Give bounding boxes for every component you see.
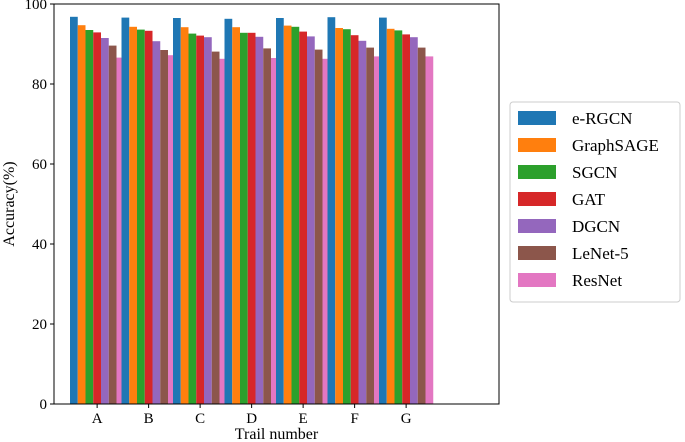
bar-C-resnet: [219, 58, 228, 405]
bar-C-gat: [196, 35, 204, 404]
bars-layer: [70, 16, 434, 405]
y-tick-label: 20: [32, 317, 47, 333]
bar-E-sgcn: [291, 26, 300, 405]
bar-F-dgcn: [358, 40, 367, 405]
bar-F-graphsage: [335, 28, 343, 404]
bar-G-graphsage: [386, 28, 395, 405]
x-tick-label: A: [92, 411, 103, 427]
y-tick-label: 80: [32, 77, 47, 93]
bar-F-sgcn: [343, 29, 351, 404]
legend-label: SGCN: [572, 163, 617, 182]
bar-B-gat: [144, 30, 153, 405]
x-tick-label: D: [246, 411, 257, 427]
bar-E-graphsage: [283, 25, 292, 404]
bar-D-sgcn: [240, 32, 248, 405]
bar-D-graphsage: [232, 27, 240, 404]
bar-A-graphsage: [77, 25, 86, 404]
bar-D-resnet: [271, 58, 279, 404]
x-tick-label: C: [195, 411, 205, 427]
x-tick-label: E: [299, 411, 308, 427]
x-axis-title: Trail number: [235, 426, 319, 442]
legend-label: ResNet: [572, 271, 622, 290]
legend-label: GAT: [572, 190, 606, 209]
y-tick-label: 0: [40, 397, 48, 413]
bar-C-sgcn: [188, 33, 197, 404]
y-axis: 0 20 40 60 80 100: [25, 0, 54, 413]
bar-B-resnet: [168, 55, 176, 404]
bar-D-lenet-5: [263, 48, 271, 405]
bar-G-e-rgcn: [379, 17, 387, 404]
bar-E-lenet-5: [314, 49, 323, 404]
bar-D-dgcn: [255, 36, 264, 405]
bar-G-lenet-5: [417, 47, 426, 404]
y-tick-label: 100: [25, 0, 48, 13]
y-axis-title: Accuracy(%): [1, 161, 18, 246]
legend-label: DGCN: [572, 217, 620, 236]
bar-E-e-rgcn: [276, 18, 284, 404]
bar-A-sgcn: [85, 30, 94, 404]
bar-G-dgcn: [410, 37, 418, 404]
bar-D-gat: [247, 32, 256, 405]
bar-C-e-rgcn: [173, 18, 181, 404]
legend-swatch: [518, 246, 556, 260]
bar-F-resnet: [374, 56, 382, 405]
bar-D-e-rgcn: [224, 18, 233, 405]
legend-label: e-RGCN: [572, 109, 632, 128]
legend: e-RGCN GraphSAGE SGCN GAT DGCN LeNet-5 ResNet: [509, 101, 681, 303]
bar-F-e-rgcn: [327, 17, 336, 404]
bar-B-dgcn: [152, 41, 161, 404]
bar-E-gat: [299, 31, 307, 404]
legend-swatch: [518, 273, 556, 287]
bar-C-graphsage: [180, 27, 189, 404]
bar-B-sgcn: [137, 29, 145, 404]
bar-G-sgcn: [394, 30, 403, 405]
plot-frame: [53, 3, 500, 405]
legend-swatch: [518, 111, 556, 125]
x-tick-label: B: [144, 411, 154, 427]
legend-swatch: [518, 138, 556, 152]
x-axis: A B C D E F G: [92, 404, 412, 427]
bar-A-lenet-5: [108, 45, 117, 404]
bar-C-lenet-5: [211, 51, 220, 404]
y-tick-label: 60: [32, 157, 47, 173]
bar-E-dgcn: [307, 36, 315, 405]
bar-B-lenet-5: [160, 50, 168, 404]
bar-G-gat: [402, 34, 410, 405]
bar-F-gat: [350, 35, 359, 404]
y-tick-label: 40: [32, 237, 47, 253]
bar-B-graphsage: [129, 26, 137, 405]
bar-C-dgcn: [204, 37, 212, 404]
legend-swatch: [518, 219, 556, 233]
bar-A-resnet: [116, 57, 125, 404]
legend-swatch: [518, 192, 556, 206]
bar-E-resnet: [322, 58, 331, 405]
bar-G-resnet: [425, 56, 434, 405]
x-tick-label: G: [401, 411, 412, 427]
bar-A-gat: [93, 32, 101, 405]
legend-label: LeNet-5: [572, 244, 629, 263]
legend-swatch: [518, 165, 556, 179]
bar-B-e-rgcn: [121, 17, 130, 404]
legend-label: GraphSAGE: [572, 136, 659, 155]
bar-F-lenet-5: [366, 47, 374, 404]
x-tick-label: F: [350, 411, 358, 427]
bar-A-dgcn: [101, 38, 109, 404]
bar-A-e-rgcn: [70, 16, 78, 405]
